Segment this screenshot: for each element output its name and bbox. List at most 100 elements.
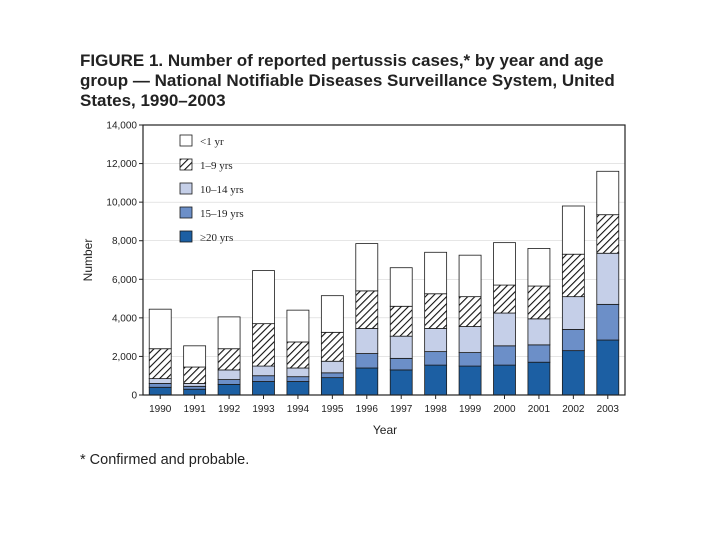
bar-segment-15-19-yrs-2000 <box>493 345 516 366</box>
bar-segment-lt1-yr-1995 <box>320 295 344 333</box>
x-tick-label: 1995 <box>321 404 344 415</box>
bar-segment-lt1-yr-1998 <box>424 251 448 295</box>
bar-segment-lt1-yr-1996 <box>355 243 379 292</box>
bar-segment-ge20-yrs-2001 <box>527 361 551 396</box>
legend-label-lt1-yr: <1 yr <box>200 136 224 148</box>
x-tick-label: 2001 <box>528 404 551 415</box>
x-tick-label: 1994 <box>287 404 310 415</box>
bar-segment-10-14-yrs-1997 <box>389 335 413 359</box>
x-tick-label: 1990 <box>149 404 172 415</box>
legend-label-15-19-yrs: 15–19 yrs <box>200 208 244 220</box>
bar-segment-ge20-yrs-1994 <box>286 381 310 396</box>
bar-segment-10-14-yrs-1998 <box>424 328 448 353</box>
bar-segment-10-14-yrs-2001 <box>527 318 551 346</box>
bar-segment-1-9-yrs-1996 <box>355 290 379 329</box>
bar-segment-15-19-yrs-1998 <box>424 351 448 366</box>
figure-title: FIGURE 1. Number of reported pertussis c… <box>80 51 615 110</box>
bar-segment-lt1-yr-1992 <box>217 316 241 350</box>
bar-segment-1-9-yrs-2003 <box>596 214 620 254</box>
bar-segment-15-19-yrs-2002 <box>561 329 585 352</box>
bar-segment-15-19-yrs-1996 <box>355 353 379 369</box>
y-tick-label: 6,000 <box>112 275 137 286</box>
x-axis: 1990 1991 1992 1993 1994 1995 1996 1997 1998 1999… <box>149 395 619 415</box>
x-tick-label: 1992 <box>218 404 241 415</box>
bar-segment-ge20-yrs-1998 <box>424 364 448 396</box>
bar-segment-10-14-yrs-1994 <box>286 367 310 378</box>
bar-segment-1-9-yrs-1998 <box>424 293 448 329</box>
bar-segment-15-19-yrs-2001 <box>527 344 551 363</box>
bar-segment-10-14-yrs-1999 <box>458 326 482 353</box>
bar-segment-10-14-yrs-1995 <box>320 360 344 374</box>
legend-swatch-ge20-yrs <box>179 230 193 243</box>
plot-frame <box>142 124 626 396</box>
x-tick-label: 2002 <box>562 404 585 415</box>
bar-segment-10-14-yrs-1990 <box>148 378 172 384</box>
x-tick-label: 1993 <box>252 404 275 415</box>
bar-segment-10-14-yrs-1993 <box>252 365 275 377</box>
bar-segment-15-19-yrs-1997 <box>389 357 413 371</box>
legend-swatch-15-19-yrs <box>179 206 193 219</box>
legend: <1 yr 1–9 yrs 10–14 yrs 15–19 yrs ≥20 yrs <box>179 134 244 244</box>
bar-segment-1-9-yrs-2002 <box>561 253 585 298</box>
legend-swatch-1-9-yrs <box>179 158 193 171</box>
bar-segment-lt1-yr-2003 <box>596 170 620 216</box>
bar-segment-lt1-yr-1993 <box>252 270 275 325</box>
bar-segment-lt1-yr-1990 <box>148 308 172 350</box>
bar-segment-1-9-yrs-1997 <box>389 305 413 337</box>
bar-segment-15-19-yrs-2003 <box>596 303 620 341</box>
bar-segment-ge20-yrs-2003 <box>596 339 620 396</box>
bar-layer <box>148 170 620 396</box>
legend-label-1-9-yrs: 1–9 yrs <box>200 160 233 172</box>
bar-segment-lt1-yr-1991 <box>183 345 207 368</box>
x-tick-label: 1991 <box>184 404 207 415</box>
bar-segment-ge20-yrs-1999 <box>458 365 482 396</box>
y-tick-label: 0 <box>131 391 137 402</box>
bar-segment-ge20-yrs-1996 <box>355 367 379 396</box>
y-tick-label: 2,000 <box>112 352 137 363</box>
bar-segment-15-19-yrs-1994 <box>286 376 310 382</box>
y-tick-label: 14,000 <box>106 121 137 132</box>
bar-segment-ge20-yrs-1993 <box>252 381 275 396</box>
y-tick-label: 8,000 <box>112 236 137 247</box>
x-tick-label: 1997 <box>390 404 413 415</box>
bar-segment-10-14-yrs-1991 <box>183 383 207 387</box>
bar-segment-ge20-yrs-1990 <box>148 386 172 396</box>
bar-segment-ge20-yrs-1991 <box>183 388 207 396</box>
bar-segment-lt1-yr-1999 <box>458 254 482 298</box>
footnote: * Confirmed and probable. <box>80 452 250 468</box>
bar-segment-1-9-yrs-1992 <box>217 348 241 371</box>
bar-segment-1-9-yrs-1990 <box>148 348 172 380</box>
bar-segment-ge20-yrs-2000 <box>493 364 516 396</box>
bar-segment-1-9-yrs-1995 <box>320 331 344 362</box>
bar-segment-15-19-yrs-1991 <box>183 385 207 390</box>
bar-segment-lt1-yr-2001 <box>527 248 551 287</box>
bar-segment-10-14-yrs-2003 <box>596 252 620 305</box>
x-axis-title: Year <box>373 423 397 437</box>
bar-segment-ge20-yrs-1997 <box>389 369 413 396</box>
x-tick-label: 1996 <box>356 404 379 415</box>
y-tick-label: 4,000 <box>112 313 137 324</box>
bar-segment-15-19-yrs-1990 <box>148 383 172 388</box>
y-axis-title: Number <box>81 239 95 282</box>
bar-segment-1-9-yrs-2000 <box>493 284 516 314</box>
x-tick-label: 1998 <box>425 404 448 415</box>
bar-segment-15-19-yrs-1995 <box>320 372 344 379</box>
bar-segment-1-9-yrs-2001 <box>527 285 551 320</box>
legend-label-ge20-yrs: ≥20 yrs <box>200 232 233 244</box>
y-tick-label: 10,000 <box>106 198 137 209</box>
bar-segment-lt1-yr-1994 <box>286 309 310 343</box>
bar-segment-ge20-yrs-1992 <box>217 383 241 396</box>
bar-segment-15-19-yrs-1999 <box>458 352 482 367</box>
bar-segment-10-14-yrs-2000 <box>493 312 516 347</box>
y-axis: 0 2,000 4,000 6,000 8,000 10,000 12,000 14,000 <box>106 121 143 402</box>
x-tick-label: 1999 <box>459 404 482 415</box>
bar-segment-lt1-yr-1997 <box>389 267 413 307</box>
bar-segment-lt1-yr-2000 <box>493 242 516 286</box>
bar-segment-lt1-yr-2002 <box>561 205 585 255</box>
bar-segment-10-14-yrs-1996 <box>355 328 379 354</box>
bar-segment-ge20-yrs-2002 <box>561 350 585 396</box>
x-tick-label: 2000 <box>493 404 516 415</box>
bar-segment-10-14-yrs-1992 <box>217 369 241 380</box>
bar-segment-15-19-yrs-1992 <box>217 379 241 385</box>
